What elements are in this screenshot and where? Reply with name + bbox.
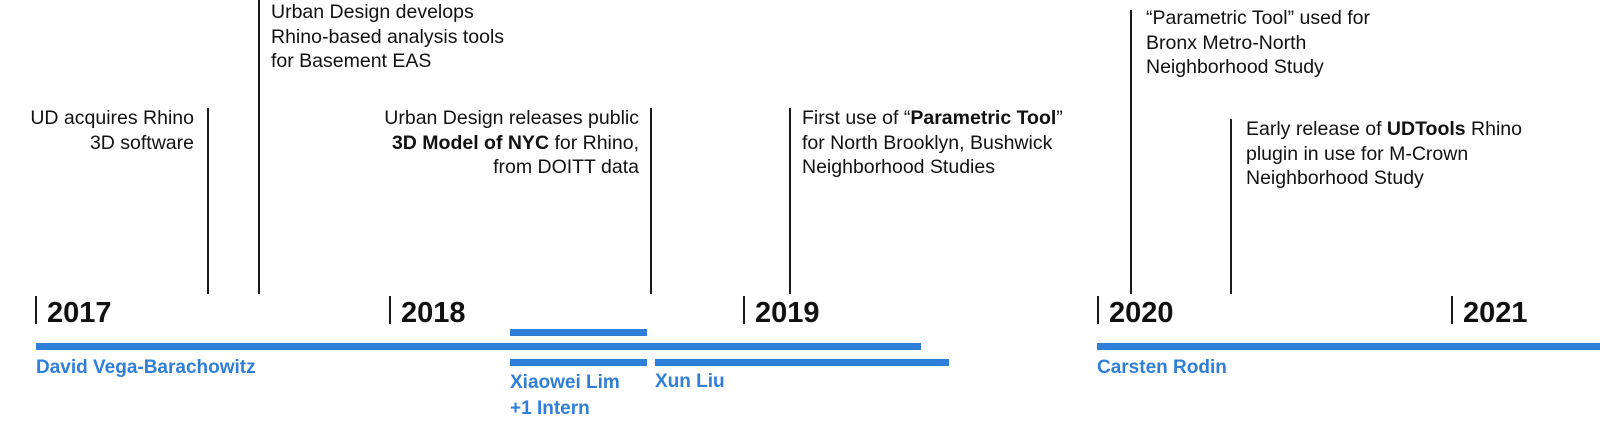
event-fragment: “Parametric Tool” used for — [1146, 7, 1370, 29]
year-tick-2017 — [35, 296, 37, 324]
tenure-bar-intern — [510, 329, 647, 336]
year-label-2019: 2019 — [755, 297, 820, 329]
event-fragment: Urban Design releases public — [384, 107, 639, 129]
event-line-text: for North Brooklyn, Bushwick — [802, 131, 1063, 156]
tenure-bar-xiaowei — [510, 359, 647, 366]
event-line-bronx-study — [1130, 10, 1132, 294]
event-fragment: for Basement EAS — [271, 50, 432, 72]
person-label-david: David Vega-Barachowitz — [36, 355, 256, 381]
event-line-text: Neighborhood Study — [1146, 55, 1370, 80]
person-label-carsten: Carsten Rodin — [1097, 355, 1227, 381]
event-fragment: for Rhino, — [549, 131, 639, 154]
event-fragment: Bronx Metro-North — [1146, 31, 1307, 54]
event-line-udtools — [1230, 119, 1232, 294]
year-tick-2018 — [389, 296, 391, 324]
person-name-line: Xun Liu — [655, 371, 725, 392]
event-text-rhino: UD acquires Rhino 3D software — [30, 106, 194, 155]
event-text-udtools: Early release of UDTools Rhino plugin in … — [1246, 117, 1522, 191]
event-line-text: First use of “Parametric Tool” — [802, 106, 1063, 131]
event-emphasis: Parametric Tool — [910, 107, 1057, 129]
event-text-parametric-first-use: First use of “Parametric Tool” for North … — [802, 106, 1063, 180]
event-line-text: Neighborhood Studies — [802, 155, 1063, 180]
event-line-text: 3D software — [30, 131, 194, 156]
year-tick-2020 — [1097, 296, 1099, 324]
year-tick-2021 — [1451, 296, 1453, 324]
event-line-rhino — [207, 108, 209, 294]
event-fragment: Urban Design develops — [271, 1, 474, 23]
event-fragment: Neighborhood Studies — [802, 156, 995, 178]
event-fragment: for North Brooklyn, Bushwick — [802, 131, 1053, 154]
person-name-line: Xiaowei Lim — [510, 372, 620, 393]
person-name-line: +1 Intern — [510, 398, 590, 419]
event-fragment: Rhino-based analysis tools — [271, 25, 505, 48]
event-line-analysis-tools — [258, 0, 260, 294]
year-label-2018: 2018 — [401, 297, 466, 329]
event-fragment: 3D software — [89, 131, 194, 154]
event-line-3d-model — [650, 108, 652, 294]
event-fragment: Rhino — [1465, 118, 1522, 140]
event-fragment: plugin in use for M-Crown — [1246, 142, 1469, 165]
year-label-2021: 2021 — [1463, 297, 1528, 329]
event-fragment: ” — [1056, 107, 1063, 129]
event-text-bronx-study: “Parametric Tool” used for Bronx Metro-No… — [1146, 6, 1370, 80]
tenure-bar-carsten — [1097, 343, 1600, 350]
event-line-text: Urban Design develops — [271, 0, 504, 25]
event-line-text: 3D Model of NYC for Rhino, — [384, 131, 639, 156]
event-line-text: Neighborhood Study — [1246, 166, 1522, 191]
event-fragment: from DOITT data — [493, 156, 639, 178]
event-emphasis: 3D Model of NYC — [391, 131, 550, 154]
event-line-parametric-first-use — [789, 108, 791, 294]
event-line-text: “Parametric Tool” used for — [1146, 6, 1370, 31]
tenure-bar-xun — [655, 359, 949, 366]
event-line-text: from DOITT data — [384, 155, 639, 180]
person-label-xiaowei: Xiaowei Lim +1 Intern — [510, 370, 620, 422]
event-fragment: Neighborhood Study — [1246, 167, 1424, 189]
year-tick-2019 — [743, 296, 745, 324]
event-line-text: Early release of UDTools Rhino — [1246, 117, 1522, 142]
person-name-line: Carsten Rodin — [1097, 357, 1227, 378]
event-line-text: for Basement EAS — [271, 49, 504, 74]
event-text-3d-model: Urban Design releases public 3D Model of … — [384, 106, 639, 180]
event-fragment: Neighborhood Study — [1146, 56, 1324, 78]
person-name-line: David Vega-Barachowitz — [36, 357, 256, 378]
tenure-bar-david — [36, 343, 921, 350]
event-text-analysis-tools: Urban Design develops Rhino-based analysi… — [271, 0, 504, 74]
event-emphasis: UDTools — [1386, 118, 1466, 140]
event-line-text: Bronx Metro-North — [1146, 31, 1370, 56]
person-label-xun: Xun Liu — [655, 369, 725, 395]
year-label-2017: 2017 — [47, 297, 112, 329]
event-fragment: UD acquires Rhino — [30, 107, 194, 129]
event-line-text: Rhino-based analysis tools — [271, 25, 504, 50]
event-fragment: First use of “ — [802, 107, 911, 129]
event-fragment: Early release of — [1246, 118, 1387, 140]
year-label-2020: 2020 — [1109, 297, 1174, 329]
event-line-text: Urban Design releases public — [384, 106, 639, 131]
event-line-text: plugin in use for M-Crown — [1246, 142, 1522, 167]
event-line-text: UD acquires Rhino — [30, 106, 194, 131]
